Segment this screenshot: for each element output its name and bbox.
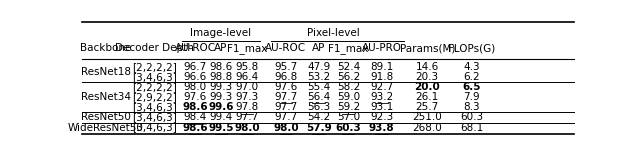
- Text: 97.0: 97.0: [236, 82, 259, 92]
- Text: 96.4: 96.4: [236, 72, 259, 82]
- Text: AP: AP: [312, 43, 325, 53]
- Text: 97.8: 97.8: [236, 102, 259, 112]
- Text: 26.1: 26.1: [415, 92, 439, 102]
- Text: 53.2: 53.2: [307, 72, 330, 82]
- Text: 96.7: 96.7: [184, 62, 207, 72]
- Text: 7.9: 7.9: [463, 92, 480, 102]
- Text: 4.3: 4.3: [463, 62, 480, 72]
- Text: 20.0: 20.0: [414, 82, 440, 92]
- Text: 97.7: 97.7: [236, 112, 259, 123]
- Text: 91.8: 91.8: [370, 72, 393, 82]
- Text: ResNet34: ResNet34: [81, 92, 131, 102]
- Text: 60.3: 60.3: [460, 112, 483, 123]
- Text: 57.9: 57.9: [306, 123, 332, 133]
- Text: [3,4,6,3]: [3,4,6,3]: [132, 72, 177, 82]
- Text: 96.8: 96.8: [274, 72, 298, 82]
- Text: 14.6: 14.6: [415, 62, 439, 72]
- Text: 56.4: 56.4: [307, 92, 330, 102]
- Text: Image-level: Image-level: [190, 28, 252, 38]
- Text: 97.6: 97.6: [274, 82, 298, 92]
- Text: 6.2: 6.2: [463, 72, 480, 82]
- Text: [2,9,2,2]: [2,9,2,2]: [132, 92, 177, 102]
- Text: 58.2: 58.2: [337, 82, 360, 92]
- Text: 6.5: 6.5: [463, 82, 481, 92]
- Text: 92.3: 92.3: [370, 112, 393, 123]
- Text: F1_max: F1_max: [227, 43, 268, 54]
- Text: 93.2: 93.2: [370, 92, 393, 102]
- Text: 59.0: 59.0: [337, 92, 360, 102]
- Text: 99.4: 99.4: [209, 112, 232, 123]
- Text: 251.0: 251.0: [412, 112, 442, 123]
- Text: 99.6: 99.6: [208, 102, 234, 112]
- Text: Decoder Depth: Decoder Depth: [115, 43, 194, 53]
- Text: 8.3: 8.3: [463, 102, 480, 112]
- Text: 93.1: 93.1: [370, 102, 393, 112]
- Text: 56.2: 56.2: [337, 72, 360, 82]
- Text: 98.6: 98.6: [182, 102, 208, 112]
- Text: 95.7: 95.7: [274, 62, 298, 72]
- Text: 59.2: 59.2: [337, 102, 360, 112]
- Text: [3,4,6,3]: [3,4,6,3]: [132, 123, 177, 133]
- Text: 68.1: 68.1: [460, 123, 483, 133]
- Text: 99.5: 99.5: [208, 123, 234, 133]
- Text: 55.4: 55.4: [307, 82, 330, 92]
- Text: 54.2: 54.2: [307, 112, 330, 123]
- Text: 99.3: 99.3: [209, 82, 232, 92]
- Text: 96.6: 96.6: [184, 72, 207, 82]
- Text: 95.8: 95.8: [236, 62, 259, 72]
- Text: AP: AP: [214, 43, 228, 53]
- Text: 25.7: 25.7: [415, 102, 439, 112]
- Text: [2,2,2,2]: [2,2,2,2]: [132, 62, 177, 72]
- Text: [3,4,6,3]: [3,4,6,3]: [132, 112, 177, 123]
- Text: 93.8: 93.8: [369, 123, 394, 133]
- Text: 98.8: 98.8: [209, 72, 232, 82]
- Text: 92.7: 92.7: [370, 82, 393, 92]
- Text: Backbone: Backbone: [80, 43, 131, 53]
- Text: 98.0: 98.0: [273, 123, 299, 133]
- Text: 97.3: 97.3: [236, 92, 259, 102]
- Text: 268.0: 268.0: [412, 123, 442, 133]
- Text: AU-ROC: AU-ROC: [265, 43, 307, 53]
- Text: 98.6: 98.6: [182, 123, 208, 133]
- Text: 56.3: 56.3: [307, 102, 330, 112]
- Text: AU-ROC: AU-ROC: [175, 43, 216, 53]
- Text: ResNet18: ResNet18: [81, 67, 131, 77]
- Text: FLOPs(G): FLOPs(G): [448, 43, 495, 53]
- Text: 47.9: 47.9: [307, 62, 330, 72]
- Text: 99.3: 99.3: [209, 92, 232, 102]
- Text: 98.0: 98.0: [234, 123, 260, 133]
- Text: AU-PRO: AU-PRO: [362, 43, 401, 53]
- Text: Pixel-level: Pixel-level: [307, 28, 359, 38]
- Text: 57.0: 57.0: [337, 112, 360, 123]
- Text: ResNet50: ResNet50: [81, 112, 131, 123]
- Text: 89.1: 89.1: [370, 62, 393, 72]
- Text: 98.4: 98.4: [184, 112, 207, 123]
- Text: 98.6: 98.6: [209, 62, 232, 72]
- Text: 60.3: 60.3: [335, 123, 361, 133]
- Text: 20.3: 20.3: [415, 72, 439, 82]
- Text: [2,2,2,2]: [2,2,2,2]: [132, 82, 177, 92]
- Text: Params(M): Params(M): [399, 43, 455, 53]
- Text: F1_max: F1_max: [328, 43, 369, 54]
- Text: 97.7: 97.7: [274, 102, 298, 112]
- Text: WideResNet50: WideResNet50: [68, 123, 144, 133]
- Text: 97.7: 97.7: [274, 92, 298, 102]
- Text: 97.6: 97.6: [184, 92, 207, 102]
- Text: 98.0: 98.0: [184, 82, 207, 92]
- Text: 52.4: 52.4: [337, 62, 360, 72]
- Text: [3,4,6,3]: [3,4,6,3]: [132, 102, 177, 112]
- Text: 97.7: 97.7: [274, 112, 298, 123]
